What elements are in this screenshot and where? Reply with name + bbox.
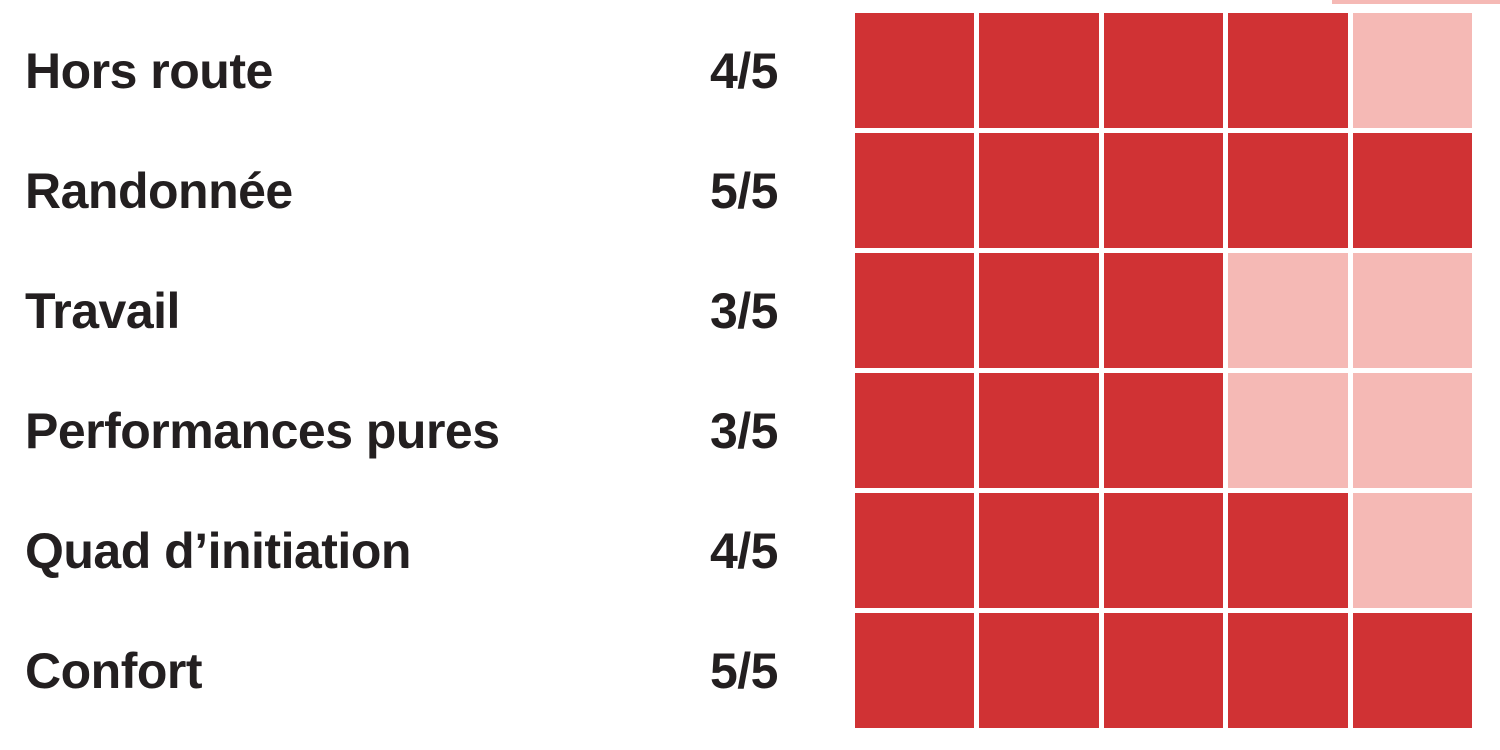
rating-value-label: 4/5 [709, 42, 779, 99]
rating-cell-filled [855, 373, 975, 488]
rating-cell-filled [1352, 613, 1472, 728]
rating-value-label: 3/5 [709, 402, 779, 459]
rating-cell-filled [855, 13, 975, 128]
rating-cell-filled [1228, 133, 1348, 248]
rating-cell-filled [1103, 613, 1224, 728]
rating-row: Quad d’initiation 4/5 [25, 493, 779, 608]
cropped-row-sliver [1332, 0, 1500, 4]
rating-cell-filled [855, 253, 975, 368]
rating-cell-filled [1103, 493, 1224, 608]
rating-value-label: 5/5 [709, 642, 779, 699]
rating-cell-filled [1103, 373, 1224, 488]
rating-value-label: 5/5 [709, 162, 779, 219]
rating-row: Hors route 4/5 [25, 13, 779, 128]
rating-cell-filled [855, 613, 975, 728]
rating-cell-filled [1103, 13, 1224, 128]
rating-row: Travail 3/5 [25, 253, 779, 368]
rating-cell-filled [1228, 613, 1348, 728]
rating-cell-filled [979, 253, 1099, 368]
rating-cell-filled [979, 493, 1099, 608]
rating-cell-filled [855, 493, 975, 608]
rating-row: Confort 5/5 [25, 613, 779, 728]
rating-cell-empty [1352, 493, 1472, 608]
rating-cell-empty [1228, 253, 1348, 368]
rating-cell-filled [1228, 493, 1348, 608]
rating-cell-filled [979, 13, 1099, 128]
category-label: Confort [25, 642, 203, 699]
category-label: Travail [25, 282, 180, 339]
rating-value-label: 3/5 [709, 282, 779, 339]
rating-row: Randonnée 5/5 [25, 133, 779, 248]
rating-cell-filled [1228, 13, 1348, 128]
rating-cell-empty [1352, 373, 1472, 488]
rating-cell-filled [1352, 133, 1472, 248]
rating-cell-filled [979, 373, 1099, 488]
rating-cell-empty [1228, 373, 1348, 488]
rating-cell-filled [855, 133, 975, 248]
rating-row: Performances pures 3/5 [25, 373, 779, 488]
rating-cell-filled [979, 613, 1099, 728]
rating-cell-filled [1103, 133, 1224, 248]
category-label: Performances pures [25, 402, 500, 459]
rating-cell-empty [1352, 253, 1472, 368]
category-label: Quad d’initiation [25, 522, 411, 579]
rating-cell-filled [979, 133, 1099, 248]
rating-cell-empty [1352, 13, 1472, 128]
category-label: Randonnée [25, 162, 293, 219]
rating-grid [855, 13, 1472, 728]
rating-value-label: 4/5 [709, 522, 779, 579]
rating-cell-filled [1103, 253, 1224, 368]
category-label: Hors route [25, 42, 273, 99]
